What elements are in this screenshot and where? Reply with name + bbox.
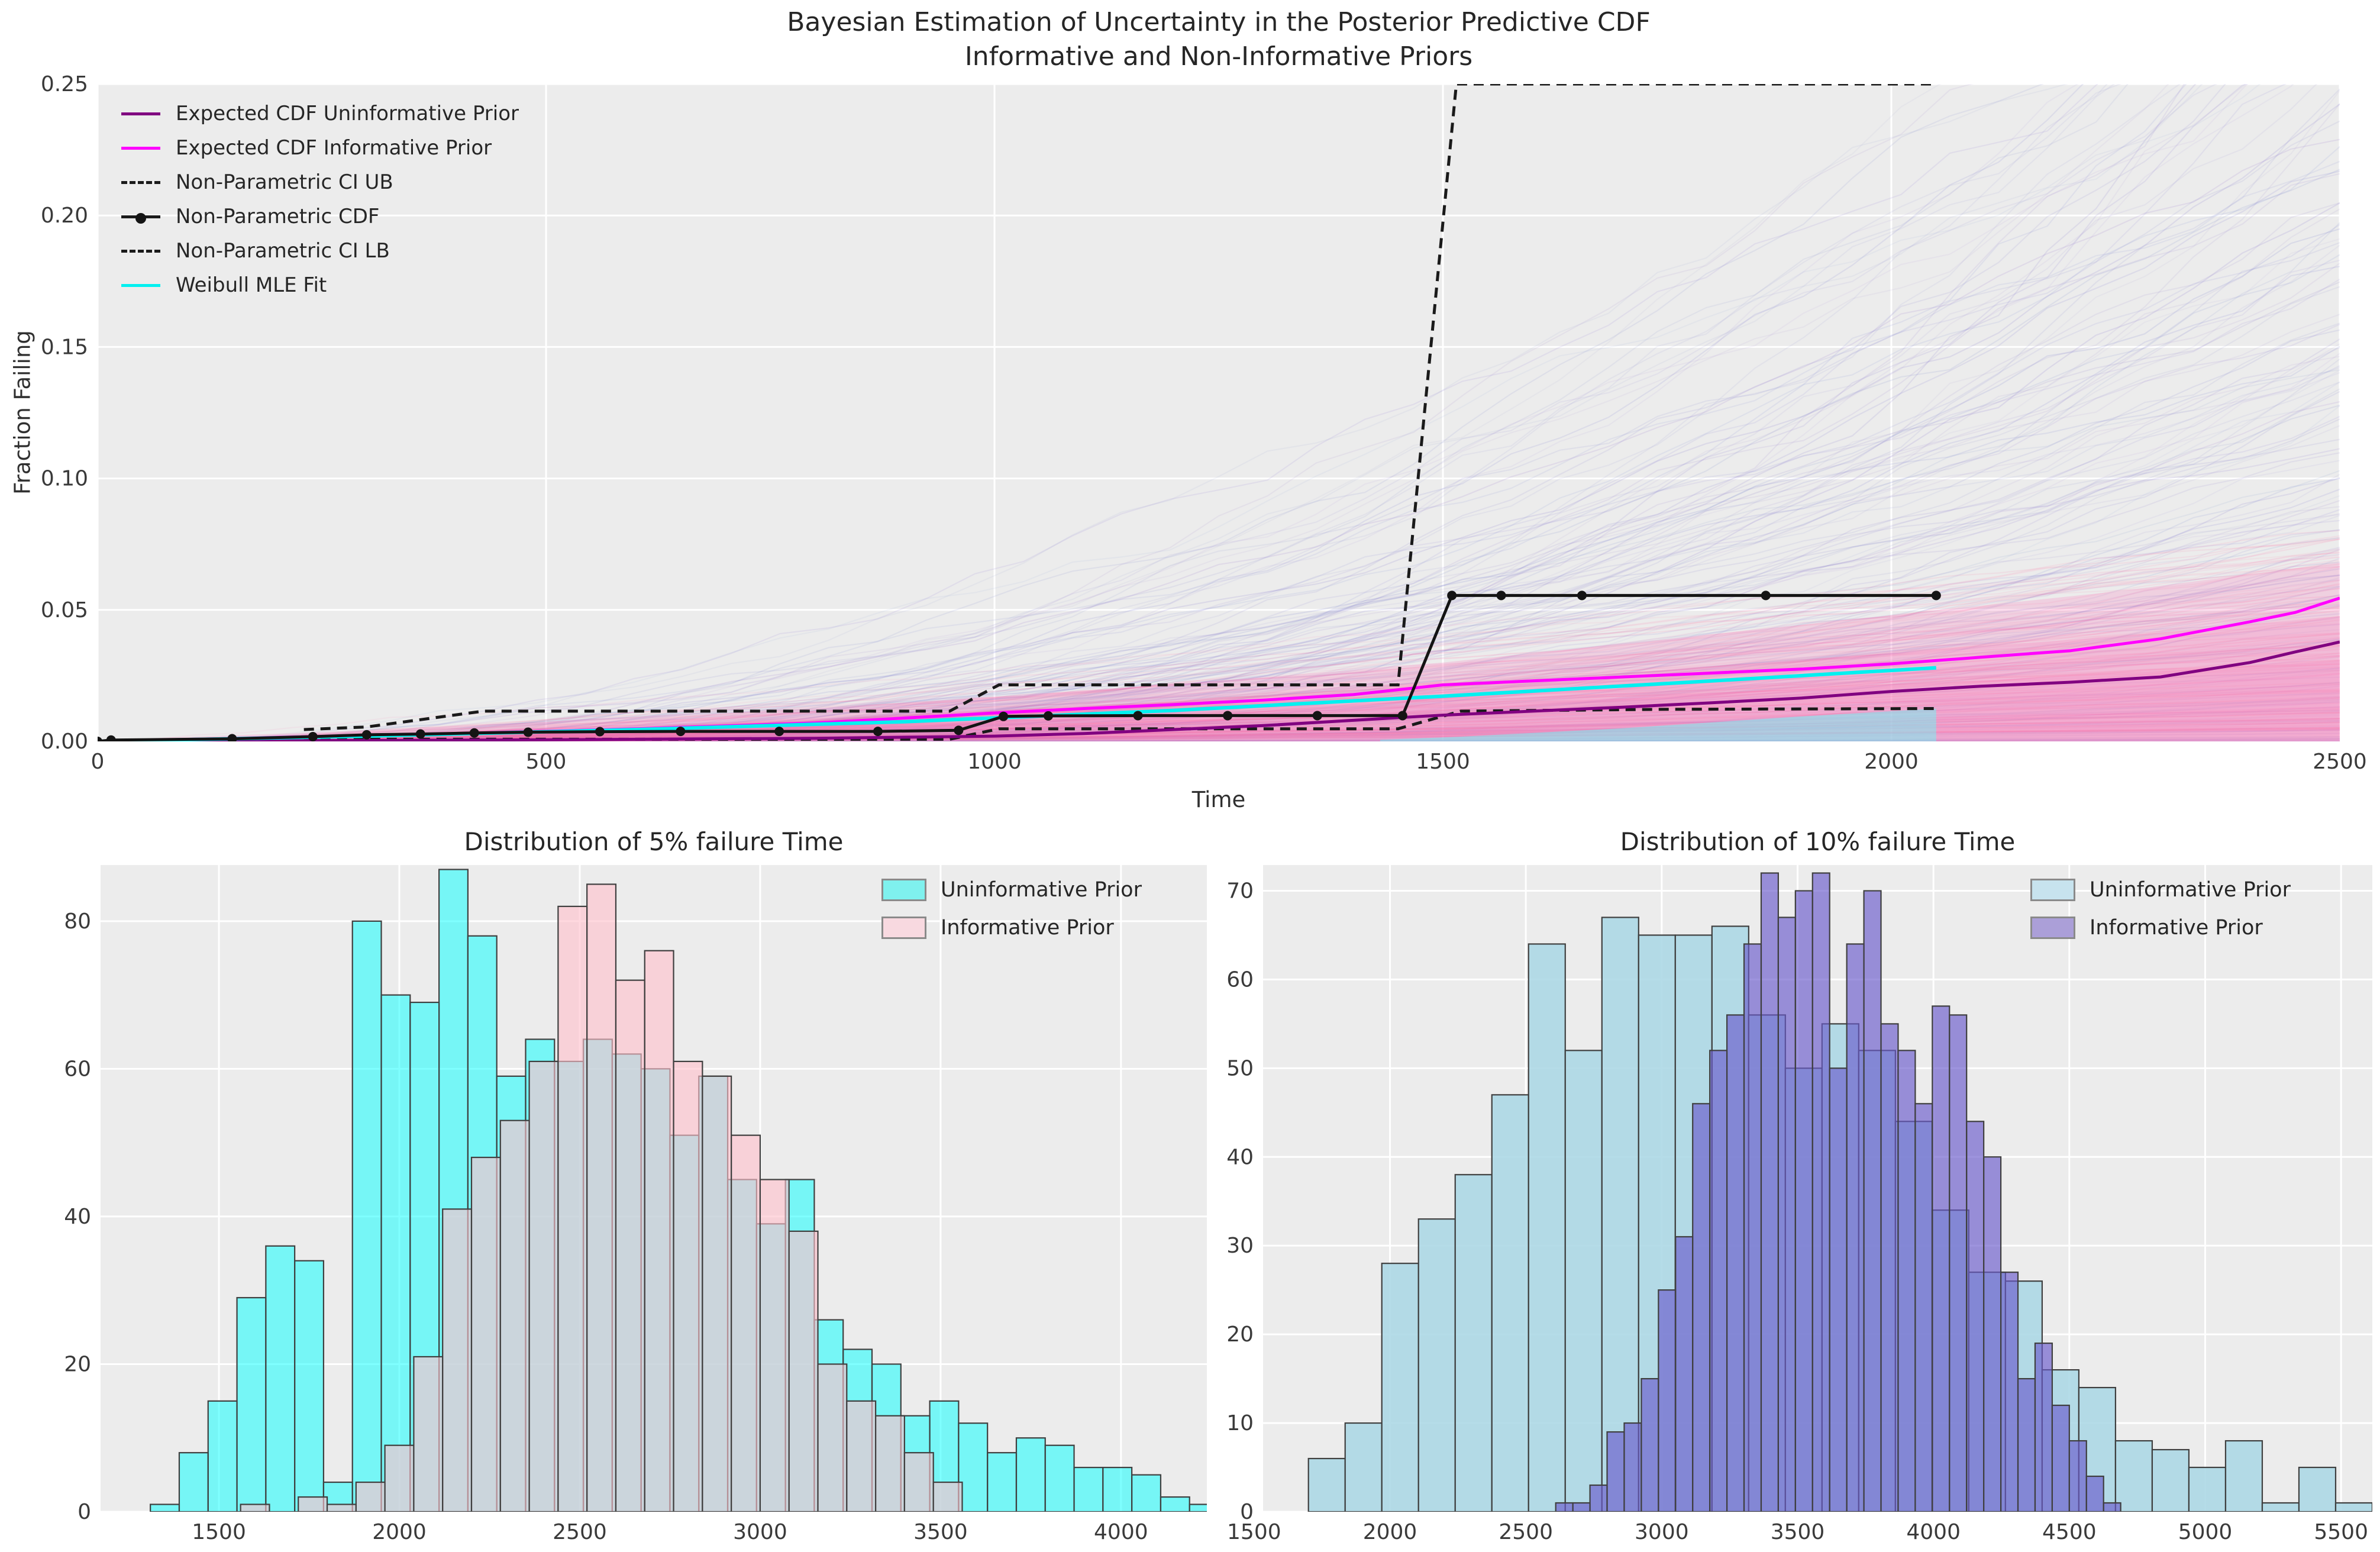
top-chart-ylabel: Fraction Failing xyxy=(9,330,35,495)
svg-text:60: 60 xyxy=(1226,967,1254,992)
line-swatch-icon xyxy=(121,146,160,150)
svg-text:0: 0 xyxy=(1240,1500,1254,1524)
top-chart-title-line1: Bayesian Estimation of Uncertainty in th… xyxy=(787,7,1651,37)
svg-text:5000: 5000 xyxy=(2178,1520,2233,1544)
svg-text:30: 30 xyxy=(1226,1234,1254,1258)
legend-item-weibull-mle: Weibull MLE Fit xyxy=(121,272,519,298)
svg-text:0.05: 0.05 xyxy=(41,598,88,622)
svg-text:70: 70 xyxy=(1226,879,1254,903)
svg-text:2500: 2500 xyxy=(1499,1520,1553,1544)
svg-text:10: 10 xyxy=(1226,1411,1254,1435)
svg-text:1500: 1500 xyxy=(1227,1520,1281,1544)
top-chart-title-line2: Informative and Non-Informative Priors xyxy=(964,41,1473,72)
legend-item-label: Informative Prior xyxy=(941,916,1114,940)
color-swatch-icon xyxy=(881,879,926,901)
dashed-line-swatch-icon xyxy=(121,180,160,184)
svg-text:1500: 1500 xyxy=(192,1520,246,1544)
dashed-line-swatch-icon xyxy=(121,249,160,253)
legend-item-informative-prior: Informative Prior xyxy=(2030,912,2291,943)
marker-line-swatch-icon xyxy=(121,212,160,224)
svg-text:4500: 4500 xyxy=(2042,1520,2097,1544)
legend-item-label: Informative Prior xyxy=(2090,916,2263,940)
legend-item-label: Non-Parametric CDF xyxy=(176,205,380,228)
svg-text:40: 40 xyxy=(64,1205,91,1229)
svg-text:0: 0 xyxy=(91,750,105,774)
svg-text:2000: 2000 xyxy=(372,1520,427,1544)
legend-item-ci-ub: Non-Parametric CI UB xyxy=(121,169,519,195)
top-chart-legend: Expected CDF Uninformative Prior Expecte… xyxy=(121,101,519,306)
hist-10pct-legend: Uninformative Prior Informative Prior xyxy=(2030,875,2291,950)
svg-text:0.20: 0.20 xyxy=(41,204,88,228)
line-swatch-icon xyxy=(121,112,160,115)
svg-text:500: 500 xyxy=(526,750,567,774)
legend-item-uninformative-prior: Uninformative Prior xyxy=(881,875,1142,905)
hist-5pct-title: Distribution of 5% failure Time xyxy=(464,827,844,856)
svg-text:2500: 2500 xyxy=(553,1520,607,1544)
svg-text:3500: 3500 xyxy=(1771,1520,1825,1544)
svg-text:0.15: 0.15 xyxy=(41,335,88,359)
legend-item-label: Uninformative Prior xyxy=(941,878,1142,902)
legend-item-label: Non-Parametric CI LB xyxy=(176,239,390,263)
svg-text:3000: 3000 xyxy=(1635,1520,1689,1544)
svg-text:4000: 4000 xyxy=(1906,1520,1961,1544)
svg-text:2000: 2000 xyxy=(1363,1520,1417,1544)
svg-text:60: 60 xyxy=(64,1057,91,1081)
legend-item-label: Uninformative Prior xyxy=(2090,878,2291,902)
svg-text:5500: 5500 xyxy=(2314,1520,2368,1544)
line-swatch-icon xyxy=(121,283,160,287)
svg-text:0.25: 0.25 xyxy=(41,72,88,96)
legend-item-expected-cdf-informative: Expected CDF Informative Prior xyxy=(121,135,519,161)
svg-text:3000: 3000 xyxy=(733,1520,787,1544)
svg-text:2500: 2500 xyxy=(2313,750,2367,774)
legend-item-label: Weibull MLE Fit xyxy=(176,273,327,297)
legend-item-np-cdf: Non-Parametric CDF xyxy=(121,204,519,230)
top-chart-xlabel: Time xyxy=(1191,787,1246,812)
color-swatch-icon xyxy=(2030,879,2075,901)
svg-text:2000: 2000 xyxy=(1864,750,1919,774)
legend-item-label: Non-Parametric CI UB xyxy=(176,170,393,194)
color-swatch-icon xyxy=(2030,917,2075,939)
svg-text:1500: 1500 xyxy=(1416,750,1470,774)
svg-text:50: 50 xyxy=(1226,1056,1254,1080)
svg-text:80: 80 xyxy=(64,909,91,934)
hist-10pct-title: Distribution of 10% failure Time xyxy=(1620,827,2016,856)
legend-item-informative-prior: Informative Prior xyxy=(881,912,1142,943)
legend-item-ci-lb: Non-Parametric CI LB xyxy=(121,238,519,264)
svg-text:20: 20 xyxy=(1226,1322,1254,1347)
svg-text:0.10: 0.10 xyxy=(41,467,88,491)
legend-item-label: Expected CDF Informative Prior xyxy=(176,136,492,160)
color-swatch-icon xyxy=(881,917,926,939)
svg-text:0.00: 0.00 xyxy=(41,730,88,754)
hist-5pct-legend: Uninformative Prior Informative Prior xyxy=(881,875,1142,950)
svg-text:0: 0 xyxy=(77,1500,91,1524)
legend-item-label: Expected CDF Uninformative Prior xyxy=(176,102,519,125)
svg-text:1000: 1000 xyxy=(967,750,1022,774)
svg-text:3500: 3500 xyxy=(913,1520,968,1544)
svg-text:4000: 4000 xyxy=(1094,1520,1148,1544)
legend-item-expected-cdf-uninformative: Expected CDF Uninformative Prior xyxy=(121,101,519,127)
legend-item-uninformative-prior: Uninformative Prior xyxy=(2030,875,2291,905)
svg-text:40: 40 xyxy=(1226,1145,1254,1169)
svg-text:20: 20 xyxy=(64,1352,91,1376)
